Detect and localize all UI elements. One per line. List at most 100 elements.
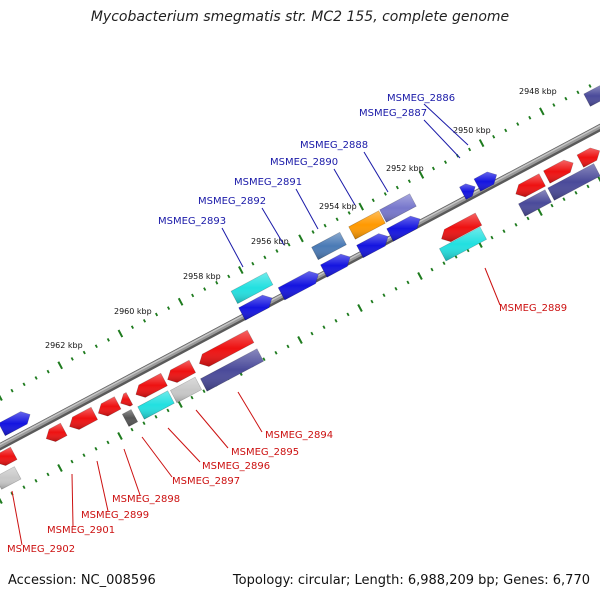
- major-tick: [358, 202, 364, 211]
- gene-reverse: [167, 359, 197, 383]
- minor-tick: [395, 185, 399, 190]
- gene-label-reverse: MSMEG_2897: [172, 476, 240, 487]
- gene-forward: [238, 294, 273, 321]
- gene-forward: [459, 183, 476, 200]
- label-leaders: [11, 103, 501, 546]
- minor-tick: [34, 478, 38, 483]
- major-tick: [537, 207, 543, 217]
- minor-tick: [70, 459, 74, 464]
- minor-tick: [215, 280, 219, 285]
- minor-tick: [322, 325, 326, 330]
- minor-tick: [468, 147, 472, 152]
- minor-tick: [34, 376, 38, 380]
- gene-reverse: [121, 409, 139, 427]
- leader-line: [484, 267, 501, 306]
- minor-tick: [586, 184, 590, 189]
- minor-tick: [10, 388, 14, 393]
- minor-tick: [347, 211, 351, 215]
- minor-tick: [154, 414, 158, 419]
- major-tick: [0, 497, 3, 505]
- minor-tick: [154, 312, 159, 317]
- minor-tick: [275, 249, 279, 253]
- gene-reverse: [45, 422, 68, 442]
- tick-label: 2950 kbp: [453, 126, 491, 135]
- minor-tick: [251, 261, 255, 266]
- minor-tick: [443, 160, 448, 164]
- leader-line: [141, 436, 173, 478]
- minor-tick: [588, 84, 592, 88]
- minor-tick: [370, 299, 374, 304]
- gene-forward: [583, 85, 600, 107]
- leader-line: [295, 188, 319, 230]
- leader-line: [423, 103, 469, 146]
- gene-forward: [348, 210, 386, 240]
- leader-line: [195, 409, 229, 449]
- major-tick: [298, 234, 304, 243]
- minor-tick: [166, 408, 170, 413]
- gene-label-reverse: MSMEG_2901: [47, 525, 115, 536]
- minor-tick: [528, 115, 532, 120]
- minor-tick: [516, 122, 520, 126]
- tick-labels: 2948 kbp 2950 kbp 2952 kbp 2954 kbp 2956 kbp…: [45, 87, 557, 350]
- gene-features: [0, 85, 600, 490]
- leader-line: [11, 490, 23, 546]
- gene-label-forward: MSMEG_2892: [198, 196, 266, 207]
- minor-tick: [106, 440, 110, 445]
- minor-tick: [514, 222, 518, 227]
- leader-line: [333, 168, 356, 206]
- gene-forward: [0, 411, 31, 437]
- gene-label-forward: MSMEG_2888: [300, 140, 368, 151]
- minor-tick: [346, 312, 350, 317]
- minor-tick: [371, 198, 375, 203]
- gene-forward: [543, 159, 574, 184]
- major-tick: [597, 175, 600, 183]
- gene-reverse: [200, 348, 264, 392]
- minor-tick: [142, 421, 146, 426]
- gene-forward: [277, 270, 319, 301]
- minor-tick: [334, 318, 338, 323]
- major-tick: [177, 297, 184, 306]
- major-tick: [417, 271, 423, 281]
- leader-line: [237, 391, 263, 433]
- minor-tick: [550, 203, 554, 208]
- minor-tick: [22, 382, 26, 387]
- minor-tick: [407, 179, 411, 184]
- minor-tick: [167, 306, 171, 310]
- tick-label: 2960 kbp: [114, 307, 152, 316]
- gene-label-reverse: MSMEG_2896: [202, 461, 270, 472]
- major-tick: [117, 431, 123, 441]
- gene-reverse: [169, 376, 203, 404]
- gene-reverse: [547, 163, 600, 201]
- gene-reverse: [0, 466, 22, 490]
- major-tick: [539, 107, 545, 116]
- gene-label-forward: MSMEG_2891: [234, 177, 302, 188]
- minor-tick: [552, 103, 556, 107]
- minor-tick: [431, 166, 436, 171]
- gene-forward: [473, 171, 498, 192]
- leader-line: [96, 460, 109, 512]
- tick-label: 2962 kbp: [45, 341, 83, 350]
- gene-label-reverse: MSMEG_2894: [265, 430, 333, 441]
- gene-reverse: [120, 392, 134, 407]
- minor-tick: [263, 255, 267, 260]
- minor-tick: [94, 446, 98, 451]
- gene-forward: [356, 233, 389, 259]
- leader-line: [221, 227, 244, 268]
- leader-line: [71, 473, 74, 527]
- minor-tick: [142, 319, 147, 323]
- gene-label-reverse: MSMEG_2895: [231, 447, 299, 458]
- minor-tick: [562, 197, 566, 202]
- gene-label-reverse: MSMEG_2898: [112, 494, 180, 505]
- minor-tick: [311, 230, 315, 234]
- minor-tick: [490, 235, 494, 240]
- minor-tick: [191, 293, 195, 298]
- gene-reverse: [69, 406, 99, 430]
- minor-tick: [430, 267, 434, 272]
- map-title: Mycobacterium smegmatis str. MC2 155, co…: [90, 9, 510, 25]
- topology-text: Topology: circular; Length: 6,988,209 bp…: [232, 573, 590, 588]
- gene-label-reverse: MSMEG_2889: [499, 303, 567, 314]
- accession-text: Accession: NC_008596: [8, 573, 156, 588]
- gene-forward: [320, 253, 351, 278]
- major-tick: [418, 170, 425, 179]
